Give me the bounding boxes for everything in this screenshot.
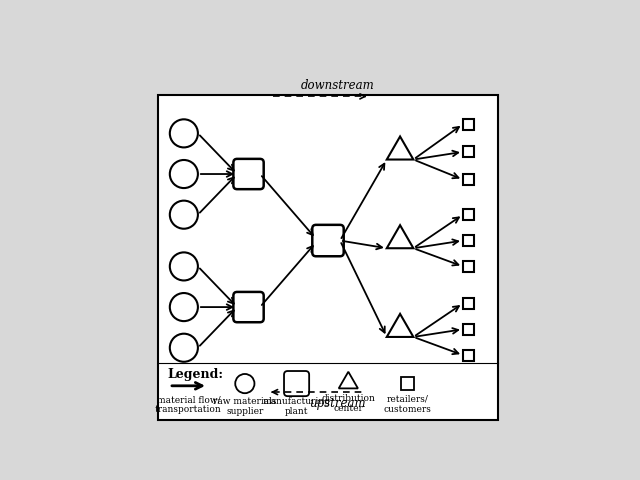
Bar	[463, 146, 474, 157]
FancyBboxPatch shape	[284, 371, 309, 396]
Bar	[158, 95, 498, 420]
Bar	[401, 377, 414, 390]
Bar	[463, 119, 474, 130]
Bar	[463, 324, 474, 335]
Bar	[463, 298, 474, 309]
Bar	[463, 261, 474, 272]
FancyBboxPatch shape	[234, 292, 264, 322]
Text: upstream: upstream	[309, 396, 365, 409]
Text: Legend:: Legend:	[167, 368, 223, 381]
Text: downstream: downstream	[300, 79, 374, 92]
Bar	[463, 349, 474, 360]
Text: manufacturing
plant: manufacturing plant	[262, 397, 331, 416]
Bar	[463, 174, 474, 185]
Text: material flow/
transportation: material flow/ transportation	[155, 395, 222, 414]
Bar	[463, 235, 474, 246]
FancyBboxPatch shape	[312, 225, 344, 256]
Text: raw materials
supplier: raw materials supplier	[213, 397, 276, 416]
Text: retailers/
customers: retailers/ customers	[383, 395, 431, 414]
Bar	[463, 209, 474, 220]
FancyBboxPatch shape	[234, 159, 264, 189]
Text: distribution
center: distribution center	[321, 394, 375, 413]
